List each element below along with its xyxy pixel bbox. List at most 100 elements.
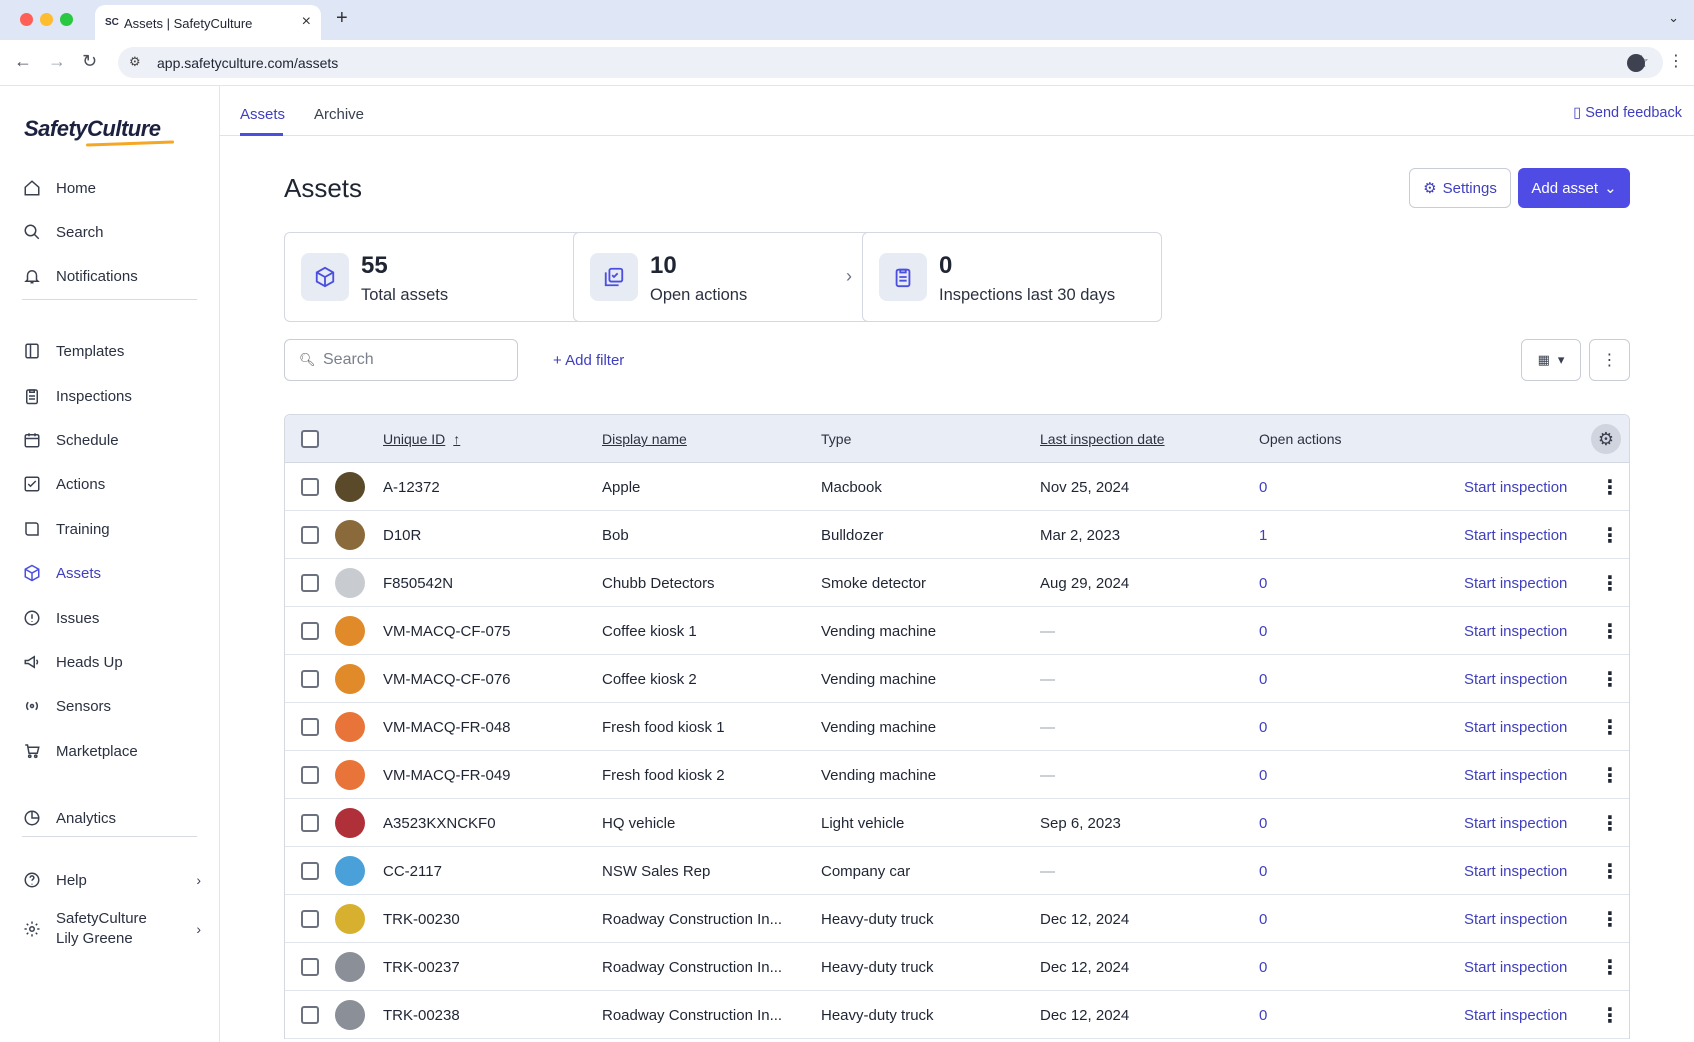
open-actions-count[interactable]: 1	[1259, 526, 1268, 544]
row-checkbox[interactable]	[301, 478, 319, 496]
reload-icon[interactable]: ↻	[82, 51, 98, 71]
add-filter-button[interactable]: + Add filter	[553, 352, 625, 369]
table-row[interactable]: VM-MACQ-CF-076 Coffee kiosk 2 Vending ma…	[285, 655, 1629, 703]
sidebar-item-analytics[interactable]: Analytics	[0, 798, 219, 838]
row-menu-kebab-icon[interactable]: ⋮	[1600, 572, 1620, 595]
start-inspection-button[interactable]: Start inspection	[1464, 814, 1568, 832]
row-menu-kebab-icon[interactable]: ⋮	[1600, 524, 1620, 547]
row-checkbox[interactable]	[301, 910, 319, 928]
sidebar-item-notifications[interactable]: Notifications	[0, 256, 219, 296]
sidebar-item-sensors[interactable]: Sensors	[0, 686, 219, 726]
open-actions-count[interactable]: 0	[1259, 766, 1268, 784]
row-menu-kebab-icon[interactable]: ⋮	[1600, 620, 1620, 643]
table-row[interactable]: VM-MACQ-FR-049 Fresh food kiosk 2 Vendin…	[285, 751, 1629, 799]
site-info-icon[interactable]: ⚙	[129, 54, 141, 69]
start-inspection-button[interactable]: Start inspection	[1464, 958, 1568, 976]
start-inspection-button[interactable]: Start inspection	[1464, 718, 1568, 736]
sidebar-item-issues[interactable]: Issues	[0, 598, 219, 638]
tab-assets[interactable]: Assets	[240, 106, 286, 123]
column-settings-gear-icon[interactable]: ⚙	[1591, 424, 1621, 454]
back-icon[interactable]: ←	[14, 51, 32, 71]
row-checkbox[interactable]	[301, 526, 319, 544]
add-asset-button[interactable]: Add asset ⌄	[1518, 168, 1630, 208]
row-menu-kebab-icon[interactable]: ⋮	[1600, 860, 1620, 883]
open-actions-count[interactable]: 0	[1259, 862, 1268, 880]
start-inspection-button[interactable]: Start inspection	[1464, 574, 1568, 592]
row-checkbox[interactable]	[301, 862, 319, 880]
column-last-inspection[interactable]: Last inspection date	[1040, 431, 1165, 447]
new-tab-icon[interactable]: +	[336, 7, 348, 29]
row-checkbox[interactable]	[301, 574, 319, 592]
more-options-button[interactable]: ⋮	[1589, 339, 1630, 381]
search-input[interactable]	[323, 349, 503, 371]
open-actions-count[interactable]: 0	[1259, 1006, 1268, 1024]
table-row[interactable]: A3523KXNCKF0 HQ vehicle Light vehicle Se…	[285, 799, 1629, 847]
start-inspection-button[interactable]: Start inspection	[1464, 478, 1568, 496]
row-checkbox[interactable]	[301, 718, 319, 736]
table-row[interactable]: TRK-00230 Roadway Construction In... Hea…	[285, 895, 1629, 943]
sidebar-item-inspections[interactable]: Inspections	[0, 376, 219, 416]
open-actions-count[interactable]: 0	[1259, 958, 1268, 976]
sidebar-item-templates[interactable]: Templates	[0, 331, 219, 371]
settings-button[interactable]: ⚙ Settings	[1409, 168, 1511, 208]
table-row[interactable]: A-12372 Apple Macbook Nov 25, 2024 0 Sta…	[285, 463, 1629, 511]
zoom-window-button[interactable]	[60, 13, 73, 26]
open-actions-count[interactable]: 0	[1259, 910, 1268, 928]
table-row[interactable]: CC-2117 NSW Sales Rep Company car — 0 St…	[285, 847, 1629, 895]
close-tab-icon[interactable]: ×	[301, 13, 311, 30]
open-actions-count[interactable]: 0	[1259, 622, 1268, 640]
send-feedback-link[interactable]: ▯ Send feedback	[1573, 105, 1682, 121]
tab-archive[interactable]: Archive	[314, 106, 365, 123]
open-actions-count[interactable]: 0	[1259, 478, 1268, 496]
row-menu-kebab-icon[interactable]: ⋮	[1600, 476, 1620, 499]
table-row[interactable]: F850542N Chubb Detectors Smoke detector …	[285, 559, 1629, 607]
sidebar-item-search[interactable]: Search	[0, 212, 219, 252]
browser-menu-icon[interactable]: ⋮	[1668, 53, 1684, 70]
row-menu-kebab-icon[interactable]: ⋮	[1600, 956, 1620, 979]
row-menu-kebab-icon[interactable]: ⋮	[1600, 668, 1620, 691]
row-menu-kebab-icon[interactable]: ⋮	[1600, 1004, 1620, 1027]
open-actions-count[interactable]: 0	[1259, 718, 1268, 736]
row-checkbox[interactable]	[301, 814, 319, 832]
table-row[interactable]: D10R Bob Bulldozer Mar 2, 2023 1 Start i…	[285, 511, 1629, 559]
select-all-checkbox[interactable]	[301, 430, 319, 448]
safetyculture-logo[interactable]: SafetyCulture	[24, 116, 161, 141]
start-inspection-button[interactable]: Start inspection	[1464, 766, 1568, 784]
start-inspection-button[interactable]: Start inspection	[1464, 526, 1568, 544]
row-checkbox[interactable]	[301, 1006, 319, 1024]
table-row[interactable]: TRK-00238 Roadway Construction In... Hea…	[285, 991, 1629, 1039]
sidebar-item-marketplace[interactable]: Marketplace	[0, 731, 219, 771]
open-actions-count[interactable]: 0	[1259, 574, 1268, 592]
sidebar-item-actions[interactable]: Actions	[0, 464, 219, 504]
sidebar-item-home[interactable]: Home	[0, 168, 219, 208]
forward-icon[interactable]: →	[48, 51, 66, 71]
row-menu-kebab-icon[interactable]: ⋮	[1600, 812, 1620, 835]
sidebar-item-training[interactable]: Training	[0, 509, 219, 549]
profile-avatar-icon[interactable]	[1627, 54, 1645, 72]
table-row[interactable]: VM-MACQ-FR-048 Fresh food kiosk 1 Vendin…	[285, 703, 1629, 751]
row-checkbox[interactable]	[301, 622, 319, 640]
start-inspection-button[interactable]: Start inspection	[1464, 862, 1568, 880]
address-bar[interactable]: ⚙ app.safetyculture.com/assets ☆	[118, 47, 1663, 78]
row-checkbox[interactable]	[301, 670, 319, 688]
start-inspection-button[interactable]: Start inspection	[1464, 670, 1568, 688]
start-inspection-button[interactable]: Start inspection	[1464, 910, 1568, 928]
sidebar-item-heads-up[interactable]: Heads Up	[0, 642, 219, 682]
open-actions-count[interactable]: 0	[1259, 670, 1268, 688]
row-checkbox[interactable]	[301, 958, 319, 976]
tab-list-chevron-icon[interactable]: ⌄	[1668, 10, 1679, 25]
minimize-window-button[interactable]	[40, 13, 53, 26]
column-unique-id[interactable]: Unique ID ↑	[383, 415, 460, 463]
sidebar-item-assets[interactable]: Assets	[0, 553, 219, 593]
sidebar-item-account[interactable]: SafetyCulture Lily Greene ›	[0, 904, 219, 954]
sidebar-item-schedule[interactable]: Schedule	[0, 420, 219, 460]
open-actions-count[interactable]: 0	[1259, 814, 1268, 832]
row-checkbox[interactable]	[301, 766, 319, 784]
column-display-name[interactable]: Display name	[602, 431, 687, 447]
view-toggle-button[interactable]: ▦ ▾	[1521, 339, 1581, 381]
search-box[interactable]: 🔍︎	[284, 339, 518, 381]
row-menu-kebab-icon[interactable]: ⋮	[1600, 908, 1620, 931]
open-actions-card[interactable]: 10 Open actions ›	[573, 232, 873, 322]
close-window-button[interactable]	[20, 13, 33, 26]
browser-tab[interactable]: SC Assets | SafetyCulture ×	[95, 5, 321, 40]
